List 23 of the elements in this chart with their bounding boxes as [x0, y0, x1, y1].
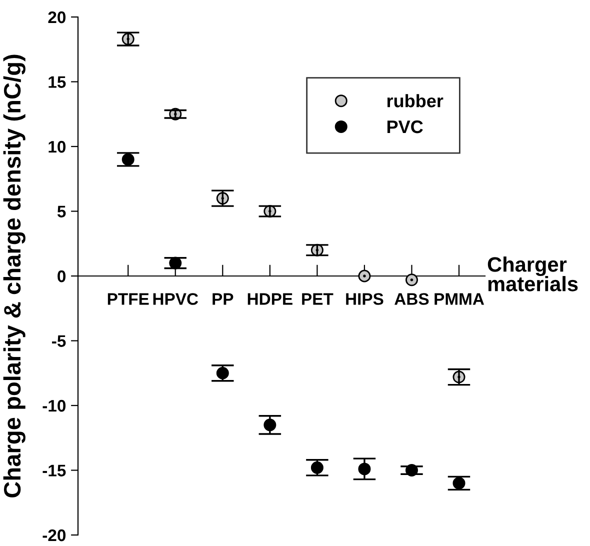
x-tick-label: HIPS [346, 293, 384, 305]
x-tick-label: HDPE [248, 293, 292, 305]
y-tick-label: -5 [52, 335, 66, 347]
x-tick-label: ABS [394, 293, 429, 305]
legend-label: PVC [387, 120, 423, 134]
y-tick-label: -10 [42, 400, 66, 412]
y-tick-label: -15 [42, 464, 66, 476]
y-tick-label: -20 [42, 529, 66, 542]
x-axis-title: Charger materials [488, 256, 578, 292]
y-tick-label: 20 [48, 11, 66, 24]
x-tick-label: PET [302, 293, 334, 305]
point [358, 270, 371, 282]
x-tick-label: PMMA [434, 293, 484, 305]
x-tick-label: PP [212, 293, 234, 305]
y-axis-title: Charge polarity & charge density (nC/g) [3, 54, 26, 498]
y-tick-label: 0 [58, 270, 66, 282]
y-tick-label: 15 [48, 76, 66, 88]
y-tick-label: 10 [48, 140, 66, 153]
x-tick-label: PTFE [108, 293, 149, 305]
legend-label: rubber [387, 94, 444, 108]
x-tick-label: HPVC [153, 293, 198, 305]
point [405, 274, 418, 286]
y-tick-label: 5 [57, 206, 66, 218]
